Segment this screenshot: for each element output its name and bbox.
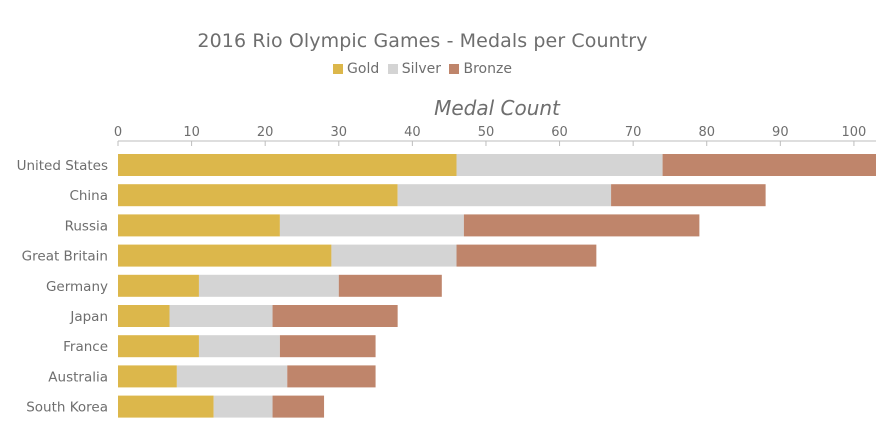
y-tick-label: United States bbox=[17, 158, 108, 174]
bar-silver bbox=[331, 244, 457, 267]
x-tick-label: 80 bbox=[698, 125, 715, 140]
x-tick-label: 100 bbox=[842, 125, 867, 140]
x-tick-label: 70 bbox=[625, 125, 642, 140]
legend-item-gold: Gold bbox=[333, 61, 379, 77]
legend-swatch-silver bbox=[387, 64, 398, 74]
y-tick-label: Russia bbox=[65, 218, 108, 234]
bar-gold bbox=[118, 305, 170, 327]
bar-silver bbox=[456, 154, 663, 176]
y-tick-label: France bbox=[63, 339, 108, 355]
bar-silver bbox=[176, 365, 288, 388]
y-tick-label: Germany bbox=[46, 279, 108, 295]
bar-gold bbox=[118, 274, 199, 297]
bar-bronze bbox=[662, 154, 876, 176]
x-axis-title: Medal Count bbox=[434, 96, 561, 120]
x-tick-label: 50 bbox=[478, 125, 495, 140]
bar-bronze bbox=[338, 274, 442, 297]
bar-bronze bbox=[611, 184, 766, 207]
bar-bronze bbox=[272, 305, 398, 327]
x-tick-label: 20 bbox=[257, 125, 274, 140]
y-tick-label: South Korea bbox=[26, 400, 108, 416]
x-tick-label: 0 bbox=[114, 125, 122, 140]
chart-title: 2016 Rio Olympic Games - Medals per Coun… bbox=[197, 30, 648, 52]
bar-gold bbox=[118, 214, 280, 237]
legend-swatch-bronze bbox=[449, 64, 460, 74]
bar-bronze bbox=[287, 365, 376, 388]
bar-bronze bbox=[279, 335, 376, 358]
bar-silver bbox=[198, 335, 280, 358]
legend-item-silver: Silver bbox=[387, 61, 442, 77]
legend: Gold Silver Bronze bbox=[0, 61, 845, 77]
x-tick-label: 90 bbox=[772, 125, 789, 140]
legend-label-bronze: Bronze bbox=[463, 61, 512, 77]
bar-bronze bbox=[463, 214, 700, 237]
x-tick-label: 10 bbox=[183, 125, 200, 140]
y-tick-label: Australia bbox=[48, 369, 108, 385]
y-tick-label: China bbox=[69, 188, 108, 204]
bar-gold bbox=[118, 395, 214, 418]
bar-gold bbox=[118, 244, 332, 267]
legend-label-gold: Gold bbox=[347, 61, 380, 77]
y-tick-label: Japan bbox=[69, 309, 108, 325]
legend-swatch-gold bbox=[333, 64, 344, 74]
bar-gold bbox=[118, 365, 177, 388]
legend-item-bronze: Bronze bbox=[449, 61, 512, 77]
bar-gold bbox=[118, 154, 457, 176]
bar-silver bbox=[213, 395, 273, 418]
x-tick-label: 40 bbox=[404, 125, 421, 140]
bar-gold bbox=[118, 335, 199, 358]
bar-silver bbox=[198, 274, 339, 297]
y-tick-label: Great Britain bbox=[22, 249, 108, 265]
legend-label-silver: Silver bbox=[401, 61, 442, 77]
x-tick-label: 60 bbox=[551, 125, 568, 140]
bar-silver bbox=[397, 184, 612, 207]
bar-bronze bbox=[272, 395, 325, 418]
bar-bronze bbox=[456, 244, 597, 267]
x-tick-label: 30 bbox=[331, 125, 348, 140]
bar-silver bbox=[279, 214, 464, 237]
bar-gold bbox=[118, 184, 398, 207]
bar-silver bbox=[169, 305, 273, 327]
